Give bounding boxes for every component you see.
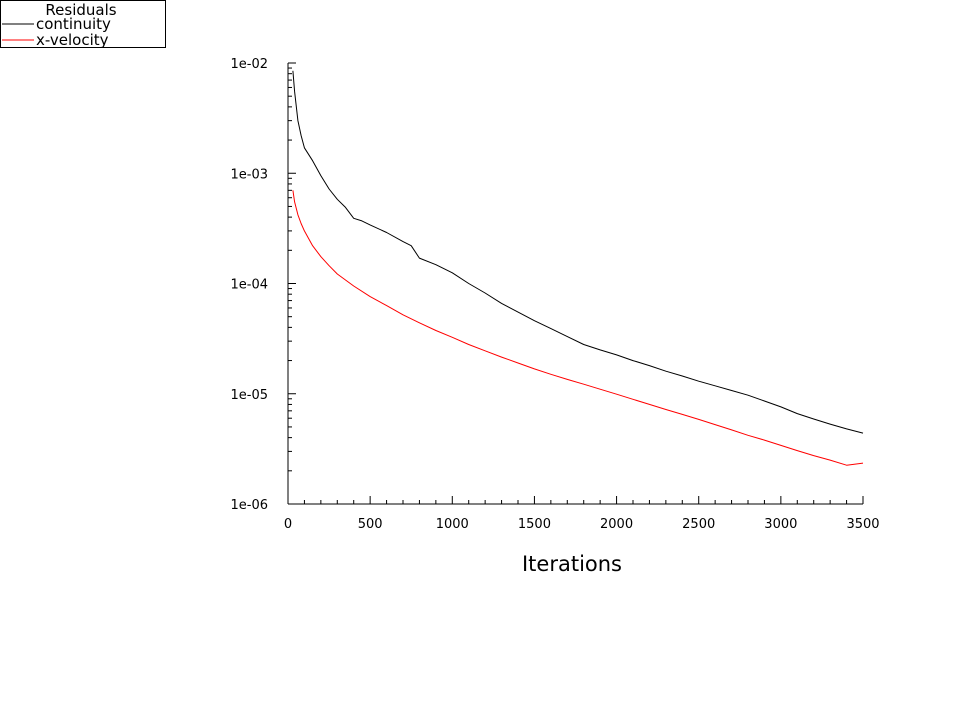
legend: Residuals continuity x-velocity [0,0,166,49]
x-tick-label: 1500 [518,517,551,532]
x-tick-label: 2000 [600,517,633,532]
y-tick-label: 1e-04 [230,278,268,293]
y-tick-label: 1e-03 [230,167,268,182]
x-tick-label: 3000 [764,517,797,532]
x-tick-label: 2500 [682,517,715,532]
axes: 0 500 1000 1500 2000 2500 3000 3500 1e-061e-051… [230,57,879,576]
y-ticks: 1e-06 1e-05 1e-04 1e-03 1e-02 [230,57,296,513]
series-line-x-velocity [292,190,864,466]
legend-title: Residuals [45,1,116,19]
legend-label-x-velocity: x-velocity [36,31,109,49]
x-tick-label: 500 [358,517,383,532]
series-line-continuity [292,70,864,434]
series-layer [292,70,864,466]
y-tick-label: 1e-05 [230,388,268,403]
x-tick-label: 3500 [846,517,879,532]
x-tick-label: 0 [284,517,292,532]
y-tick-label: 1e-06 [230,498,268,513]
y-tick-label: 1e-02 [230,57,268,72]
x-ticks: 0 500 1000 1500 2000 2500 3000 3500 [284,496,880,532]
x-tick-label: 1000 [436,517,469,532]
legend-label-continuity: continuity [36,15,111,33]
x-axis-title: Iterations [522,552,622,576]
